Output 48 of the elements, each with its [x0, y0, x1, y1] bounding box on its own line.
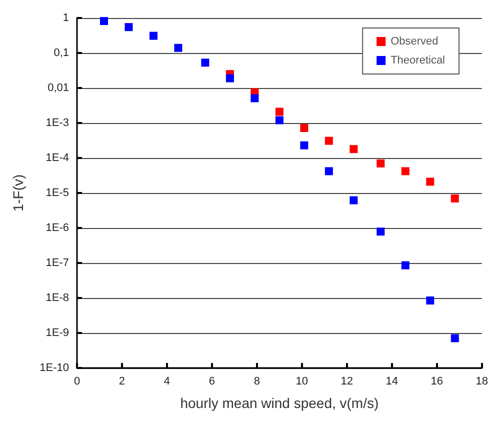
- y-tick-label: 0,1: [54, 47, 69, 59]
- x-tick-label: 16: [430, 376, 444, 388]
- point: [401, 261, 410, 270]
- point: [350, 145, 358, 154]
- point: [300, 124, 308, 132]
- y-tick-label: 1E-4: [46, 152, 69, 164]
- point: [275, 108, 284, 116]
- point: [149, 32, 158, 40]
- point: [426, 296, 434, 304]
- y-tick-label: 0,01: [48, 82, 69, 94]
- x-tick-label: 14: [386, 376, 398, 388]
- y-axis-title: 1-F(v): [10, 174, 26, 212]
- point: [250, 94, 259, 102]
- legend-label: Observed: [390, 36, 438, 48]
- x-tick-label: 18: [476, 376, 488, 388]
- y-tick-label: 1E-6: [46, 222, 69, 234]
- y-tick-label: 1E-8: [46, 292, 69, 304]
- point: [324, 136, 333, 145]
- y-tick-label: 1E-7: [46, 257, 69, 269]
- y-tick-label: 1E-10: [40, 362, 69, 374]
- x-axis-title: hourly mean wind speed, v(m/s): [180, 395, 379, 411]
- y-tick-label: 1E-9: [46, 327, 69, 339]
- point: [376, 159, 385, 168]
- x-tick-label: 2: [118, 376, 126, 388]
- point: [350, 196, 358, 204]
- point: [174, 44, 182, 52]
- point: [450, 334, 459, 342]
- x-tick-label: 4: [164, 376, 170, 388]
- point: [450, 194, 459, 202]
- y-tick-label: 1E-5: [46, 187, 69, 199]
- point: [100, 17, 108, 26]
- x-tick-label: 0: [74, 376, 80, 388]
- point: [324, 167, 333, 176]
- legend-label: Theoretical: [390, 54, 446, 66]
- y-tick-label: 1E-3: [46, 117, 69, 129]
- x-tick-label: 12: [340, 376, 354, 388]
- x-tick-label: 10: [296, 376, 308, 388]
- point: [124, 23, 133, 32]
- x-tick-label: 8: [254, 376, 260, 388]
- point: [226, 74, 234, 82]
- point: [300, 141, 308, 150]
- point: [401, 167, 410, 176]
- point: [201, 58, 210, 67]
- point: [426, 178, 434, 186]
- point: [376, 228, 385, 236]
- y-tick-label: 1: [62, 12, 69, 24]
- point: [275, 116, 284, 124]
- x-tick-label: 6: [208, 376, 216, 388]
